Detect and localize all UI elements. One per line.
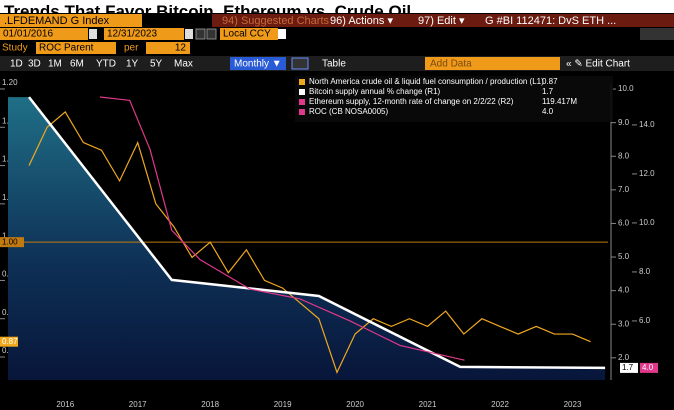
series-line	[28, 111, 591, 374]
y2-tick-label: 3.0	[618, 319, 630, 328]
ticker-box[interactable]	[0, 14, 142, 27]
legend-label: North America crude oil & liquid fuel co…	[309, 77, 544, 86]
value-tag-label: 0.87	[2, 337, 18, 346]
y3-tick-label: 10.0	[639, 218, 655, 227]
legend: North America crude oil & liquid fuel co…	[299, 77, 577, 116]
legend-swatch	[299, 79, 305, 85]
x-tick-label: 2023	[564, 400, 582, 409]
calendar-icon[interactable]	[185, 29, 193, 39]
legend-value: 4.0	[542, 107, 554, 116]
reference-label: 1.00	[2, 237, 18, 246]
edit-menu[interactable]: 97) Edit ▾	[418, 15, 465, 27]
y-tick-label: 1.20	[2, 78, 18, 87]
value-tag-label: 1.7	[622, 363, 634, 372]
range-button[interactable]: 1D	[10, 59, 23, 70]
legend-swatch	[299, 99, 305, 105]
legend-label: Bitcoin supply annual % change (R1)	[309, 87, 441, 96]
value-tag	[0, 336, 18, 347]
currency-dropdown[interactable]	[278, 29, 286, 39]
y2-tick-label: 8.0	[618, 151, 630, 160]
series-line	[28, 96, 606, 370]
y2-tick-label: 2.0	[618, 353, 630, 362]
table-button[interactable]: Table	[322, 59, 346, 70]
ticker[interactable]: .LFDEMAND G Index	[4, 15, 110, 27]
x-tick-label: 2016	[56, 400, 74, 409]
chart-type-icon[interactable]	[291, 57, 309, 70]
per-box[interactable]	[146, 42, 190, 54]
study-label: Study	[2, 43, 28, 54]
chart-id: G #BI 112471: DvS ETH ...	[485, 15, 616, 27]
x-tick-label: 2021	[419, 400, 437, 409]
study[interactable]: ROC Parent	[39, 43, 94, 54]
legend-value: 119.417M	[542, 97, 577, 106]
value-tag	[620, 362, 638, 373]
frequency-box[interactable]	[230, 57, 286, 70]
legend-label: Ethereum supply, 12-month rate of change…	[309, 97, 514, 106]
x-tick-label: 2018	[201, 400, 219, 409]
suggested-charts[interactable]: 94) Suggested Charts	[222, 15, 330, 27]
value-tag	[640, 362, 658, 373]
actions-menu[interactable]: 96) Actions ▾	[330, 15, 393, 27]
range-buttons: 1D 3D 1M 6M YTD 1Y 5Y Max	[10, 59, 193, 70]
calendar-icon[interactable]	[89, 29, 97, 39]
legend-swatch	[299, 109, 305, 115]
x-tick-label: 2022	[491, 400, 509, 409]
legend-box	[295, 76, 613, 122]
legend-value: 0.87	[542, 77, 558, 86]
per-value[interactable]: 12	[175, 43, 187, 54]
y2-tick-label: 7.0	[618, 185, 630, 194]
legend-value: 1.7	[542, 87, 554, 96]
range-button[interactable]: 6M	[70, 59, 84, 70]
next-button[interactable]	[206, 28, 217, 40]
plot: 0.850.900.951.001.051.101.151.202.03.04.…	[0, 78, 658, 409]
end-date[interactable]: 12/31/2023	[107, 29, 157, 40]
series-line	[99, 96, 465, 361]
y3-tick-label: 6.0	[639, 316, 651, 325]
reference-tag	[0, 237, 24, 248]
y2-tick-label: 4.0	[618, 286, 630, 295]
range-button[interactable]: Max	[174, 59, 193, 70]
x-tick-label: 2019	[274, 400, 292, 409]
y2-tick-label: 10.0	[618, 84, 634, 93]
y2-tick-label: 9.0	[618, 118, 630, 127]
range-button[interactable]: YTD	[96, 59, 116, 70]
currency-box[interactable]	[220, 28, 278, 40]
range-button[interactable]: 5Y	[150, 59, 163, 70]
edit-chart[interactable]: « ✎ Edit Chart	[566, 59, 630, 70]
area	[8, 97, 606, 380]
menu-bar	[212, 14, 674, 27]
start-date-box[interactable]	[0, 28, 88, 40]
legend-label: ROC (CB NOSA0005)	[309, 107, 388, 116]
currency[interactable]: Local CCY	[223, 29, 271, 40]
y2-tick-label: 5.0	[618, 252, 630, 261]
legend-swatch	[299, 89, 305, 95]
start-date[interactable]: 01/01/2016	[3, 29, 53, 40]
add-data-box[interactable]	[425, 57, 560, 70]
y3-tick-label: 14.0	[639, 120, 655, 129]
window-controls[interactable]	[640, 28, 674, 40]
prev-button[interactable]	[195, 28, 206, 40]
add-data[interactable]: Add Data	[430, 59, 472, 70]
y2-tick-label: 6.0	[618, 219, 630, 228]
value-tag-label: 4.0	[642, 363, 654, 372]
per-label: per	[124, 43, 139, 54]
x-tick-label: 2017	[129, 400, 147, 409]
range-button[interactable]: 1Y	[126, 59, 139, 70]
end-date-box[interactable]	[104, 28, 184, 40]
y3-tick-label: 8.0	[639, 267, 651, 276]
range-button[interactable]: 1M	[48, 59, 62, 70]
title-bar	[0, 0, 674, 13]
range-button[interactable]: 3D	[28, 59, 41, 70]
x-tick-label: 2020	[346, 400, 364, 409]
frequency[interactable]: Monthly ▼	[234, 59, 282, 70]
study-box[interactable]	[36, 42, 116, 54]
y3-tick-label: 12.0	[639, 169, 655, 178]
